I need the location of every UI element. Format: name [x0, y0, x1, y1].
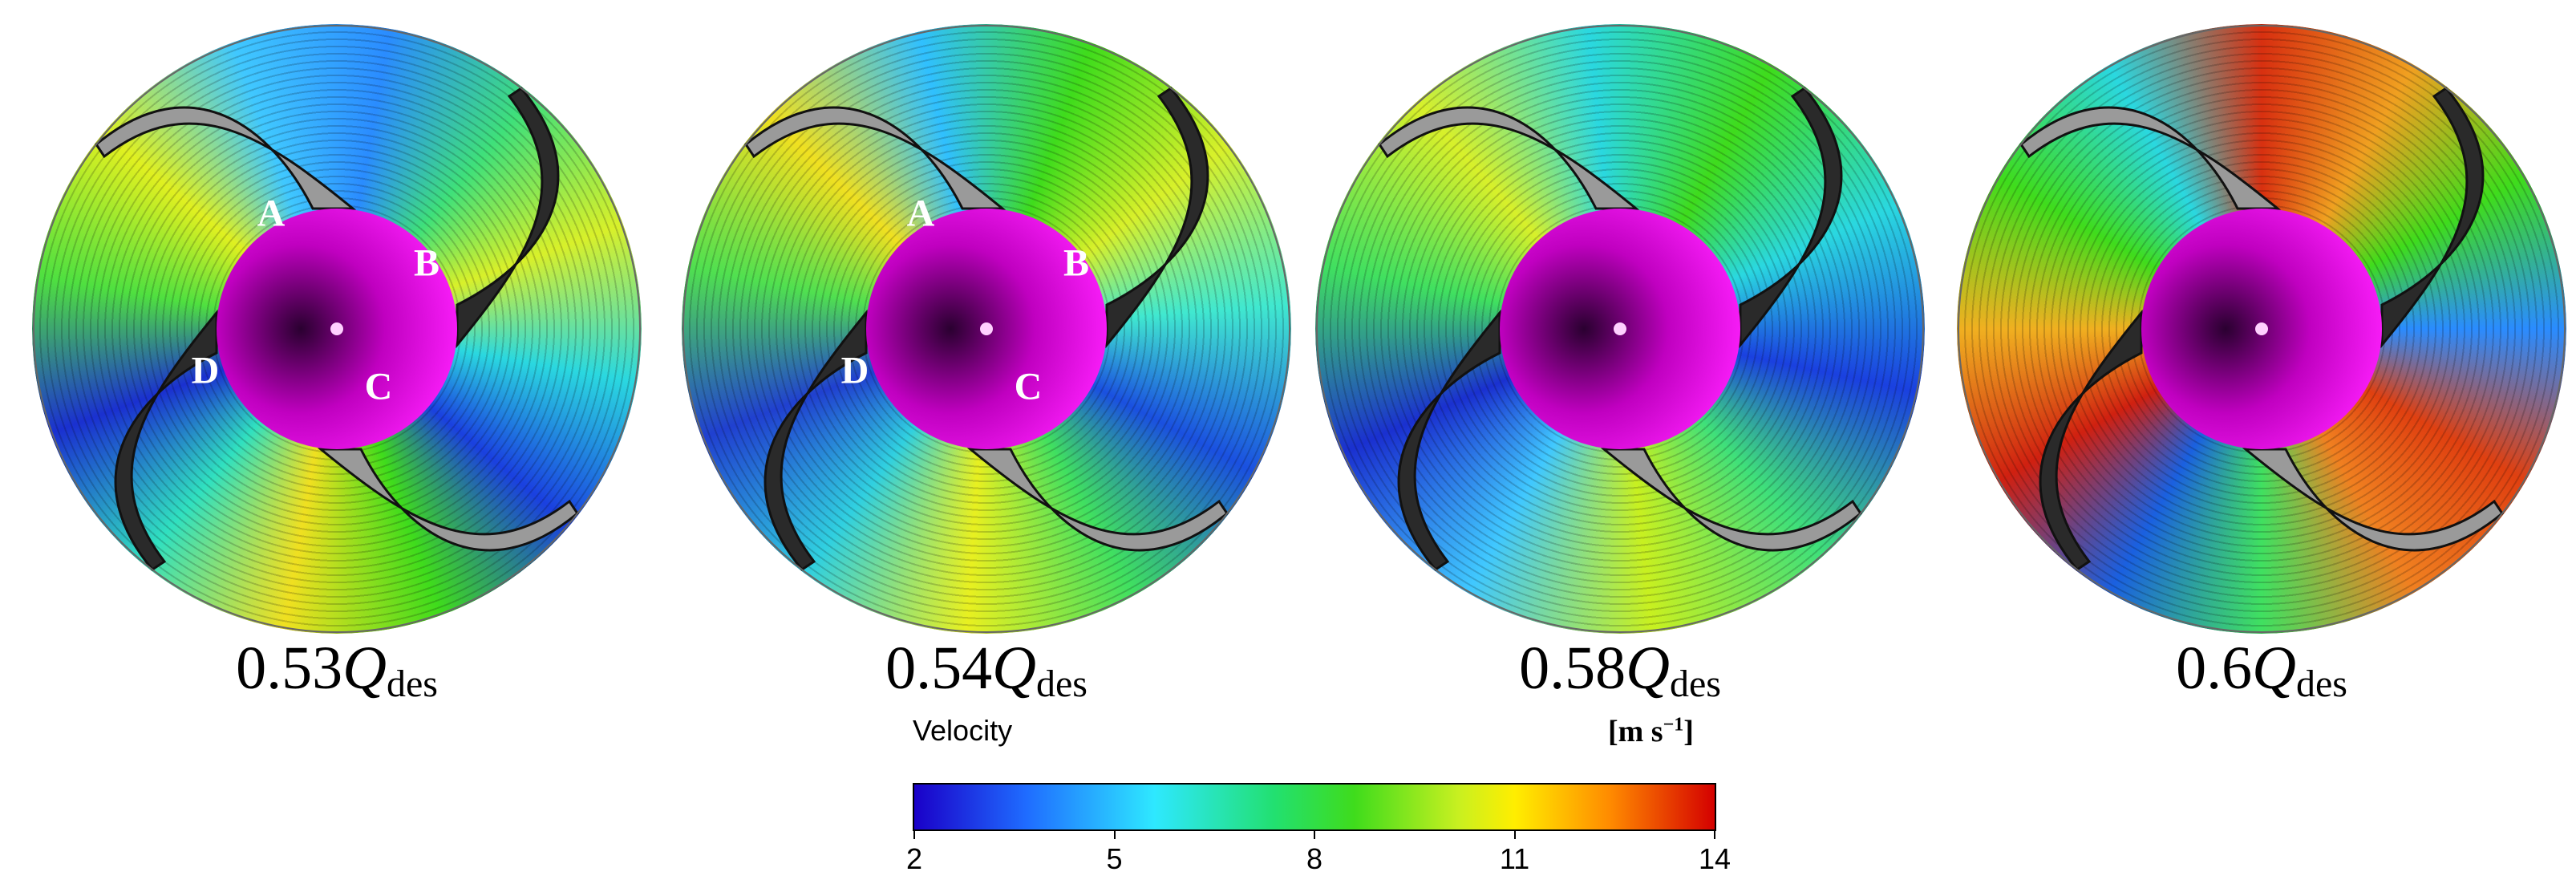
- impeller-view: [1315, 24, 1925, 634]
- flow-symbol: Q: [1626, 635, 1670, 702]
- blade-label: C: [1014, 365, 1043, 408]
- impeller-geometry: [1958, 25, 2566, 633]
- flow-symbol: Q: [2252, 635, 2296, 702]
- blade: [1739, 87, 1843, 349]
- blade: [317, 448, 579, 552]
- impeller-view: [1957, 24, 2566, 634]
- blade: [763, 309, 868, 571]
- flow-ratio: 0.58: [1519, 635, 1626, 702]
- colorbar-tick: [1314, 829, 1315, 839]
- blade: [114, 309, 218, 571]
- flow-ratio: 0.6: [2176, 635, 2253, 702]
- flow-subscript: des: [386, 663, 438, 705]
- impeller-geometry: [682, 25, 1290, 633]
- unit-close: ]: [1683, 715, 1694, 748]
- blade: [1105, 87, 1209, 349]
- blade-label: A: [257, 192, 286, 235]
- colorbar-tick-label: 2: [905, 842, 923, 875]
- blade-label: D: [840, 349, 869, 392]
- colorbar-tick: [1113, 829, 1116, 839]
- flow-ratio: 0.53: [236, 635, 343, 702]
- blade-label: D: [191, 349, 220, 392]
- colorbar-unit: [m s−1]: [1608, 714, 1694, 749]
- colorbar-tick-label: 5: [1106, 842, 1123, 875]
- impeller-view: A B C D: [682, 24, 1291, 634]
- colorbar: [913, 783, 1716, 831]
- shaft: [1614, 322, 1626, 335]
- blade: [456, 87, 560, 349]
- outline: [1958, 25, 2566, 633]
- unit-text: [m s: [1608, 715, 1663, 748]
- flow-caption: 0.54Qdes: [885, 634, 1088, 706]
- blade: [744, 106, 1007, 210]
- flow-ratio: 0.54: [885, 635, 993, 702]
- flow-subscript: des: [1035, 663, 1088, 705]
- impeller-view: A B C D: [32, 24, 642, 634]
- flow-symbol: Q: [992, 635, 1036, 702]
- blade-label: B: [413, 241, 440, 285]
- blade: [2019, 106, 2282, 210]
- colorbar-title: Velocity: [913, 714, 1013, 747]
- outline: [682, 25, 1290, 633]
- colorbar-tick: [913, 829, 915, 839]
- flow-subscript: des: [1669, 663, 1721, 705]
- colorbar-tick-label: 11: [1499, 842, 1530, 875]
- colorbar-tick: [1513, 829, 1516, 839]
- flow-subscript: des: [2295, 663, 2347, 705]
- blade-label: A: [906, 192, 935, 235]
- blade: [2039, 309, 2143, 571]
- blade: [966, 448, 1229, 552]
- blade: [2380, 87, 2485, 349]
- blade: [95, 106, 357, 210]
- blade: [1600, 448, 1862, 552]
- shaft: [330, 322, 343, 335]
- shaft: [2255, 322, 2268, 335]
- impeller-geometry: [1316, 25, 1924, 633]
- colorbar-tick: [1714, 829, 1715, 839]
- impeller-geometry: [33, 25, 641, 633]
- flow-symbol: Q: [342, 635, 387, 702]
- blade-label: C: [364, 365, 393, 408]
- colorbar-tick-label: 14: [1698, 842, 1732, 875]
- blade: [2242, 448, 2504, 552]
- flow-caption: 0.58Qdes: [1519, 634, 1721, 706]
- outline: [1316, 25, 1924, 633]
- colorbar-tick-label: 8: [1306, 842, 1323, 875]
- blade-label: B: [1063, 241, 1090, 285]
- unit-exponent: −1: [1663, 714, 1684, 736]
- shaft: [980, 322, 993, 335]
- outline: [33, 25, 641, 633]
- blade: [1397, 309, 1501, 571]
- flow-caption: 0.53Qdes: [236, 634, 438, 706]
- blade: [1378, 106, 1640, 210]
- flow-caption: 0.6Qdes: [2176, 634, 2347, 706]
